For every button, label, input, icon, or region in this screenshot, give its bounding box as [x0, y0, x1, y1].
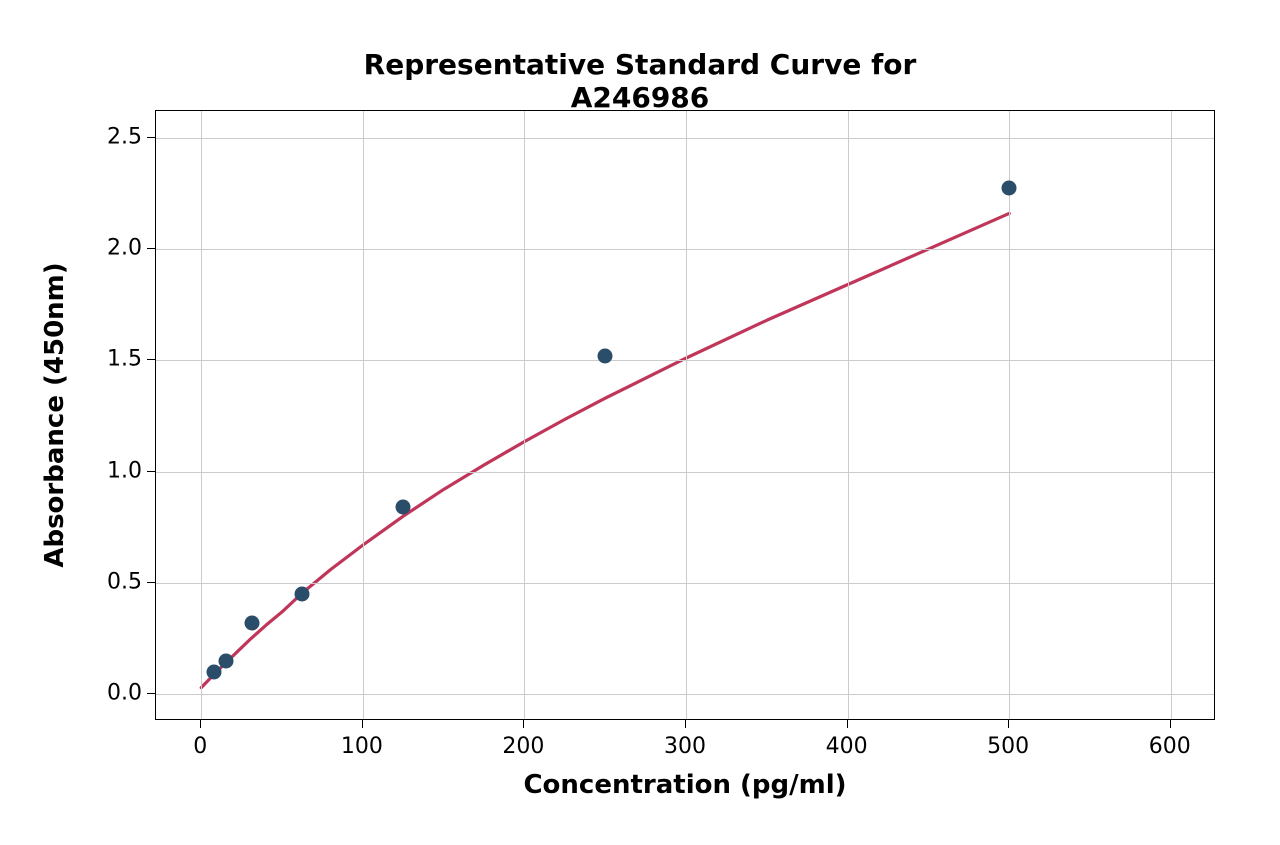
grid-line-horizontal	[156, 249, 1214, 250]
x-tick-label: 300	[664, 734, 706, 759]
chart-title: Representative Standard Curve for A24698…	[320, 48, 960, 114]
x-tick	[1008, 720, 1009, 728]
grid-line-vertical	[1009, 111, 1010, 719]
grid-line-vertical	[686, 111, 687, 719]
data-point	[219, 653, 234, 668]
y-tick-label: 2.5	[100, 124, 142, 149]
x-tick-label: 200	[502, 734, 544, 759]
x-tick	[200, 720, 201, 728]
x-tick	[362, 720, 363, 728]
grid-line-vertical	[1171, 111, 1172, 719]
x-tick-label: 600	[1149, 734, 1191, 759]
x-tick-label: 500	[987, 734, 1029, 759]
plot-area	[155, 110, 1215, 720]
y-tick-label: 1.0	[100, 458, 142, 483]
grid-line-vertical	[524, 111, 525, 719]
y-tick-label: 2.0	[100, 236, 142, 261]
data-point	[396, 500, 411, 515]
x-axis-label: Concentration (pg/ml)	[523, 770, 846, 800]
x-tick-label: 100	[341, 734, 383, 759]
data-point	[1002, 180, 1017, 195]
x-tick	[685, 720, 686, 728]
y-tick-label: 0.5	[100, 569, 142, 594]
y-axis-label: Absorbance (450nm)	[40, 262, 70, 567]
grid-line-horizontal	[156, 138, 1214, 139]
y-tick	[147, 582, 155, 583]
y-tick	[147, 137, 155, 138]
chart-container: Representative Standard Curve for A24698…	[0, 0, 1280, 845]
grid-line-vertical	[201, 111, 202, 719]
x-tick-label: 400	[826, 734, 868, 759]
y-tick	[147, 248, 155, 249]
grid-line-horizontal	[156, 583, 1214, 584]
x-tick-label: 0	[193, 734, 207, 759]
x-tick	[1170, 720, 1171, 728]
y-tick-label: 0.0	[100, 681, 142, 706]
x-tick	[847, 720, 848, 728]
y-tick	[147, 471, 155, 472]
grid-line-vertical	[363, 111, 364, 719]
data-point	[295, 587, 310, 602]
data-point	[598, 348, 613, 363]
data-point	[206, 665, 221, 680]
data-point	[244, 616, 259, 631]
y-tick	[147, 693, 155, 694]
y-tick	[147, 359, 155, 360]
grid-line-horizontal	[156, 694, 1214, 695]
y-tick-label: 1.5	[100, 347, 142, 372]
grid-line-horizontal	[156, 472, 1214, 473]
x-tick	[523, 720, 524, 728]
grid-line-vertical	[848, 111, 849, 719]
grid-line-horizontal	[156, 360, 1214, 361]
